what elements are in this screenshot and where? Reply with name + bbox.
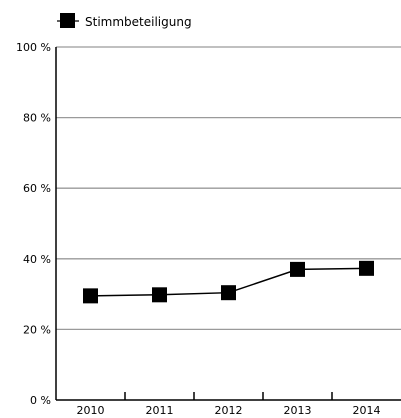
data-point [359,260,374,276]
data-point [152,287,167,303]
y-tick-labels: 0 % 20 % 40 % 60 % 80 % 100 % [16,41,51,407]
x-tick-label: 2014 [353,404,381,417]
x-tick-labels: 2010 2011 2012 2013 2014 [77,404,381,417]
data-point [221,285,236,301]
y-tick-label: 60 % [23,182,51,195]
y-tick-label: 100 % [16,41,51,54]
series-plot [83,260,374,304]
x-tick-label: 2012 [215,404,243,417]
y-tick-label: 0 % [30,394,51,407]
x-tick-label: 2011 [146,404,174,417]
data-point [83,288,98,304]
x-tick-label: 2010 [77,404,105,417]
legend-marker [60,13,75,28]
axes [55,47,401,401]
data-point [290,261,305,277]
grid-lines [56,46,401,331]
x-tick-label: 2013 [284,404,312,417]
y-tick-label: 80 % [23,112,51,125]
legend-label: Stimmbeteiligung [85,15,192,29]
legend: Stimmbeteiligung [57,13,192,29]
y-tick-label: 40 % [23,253,51,266]
y-tick-label: 20 % [23,323,51,336]
